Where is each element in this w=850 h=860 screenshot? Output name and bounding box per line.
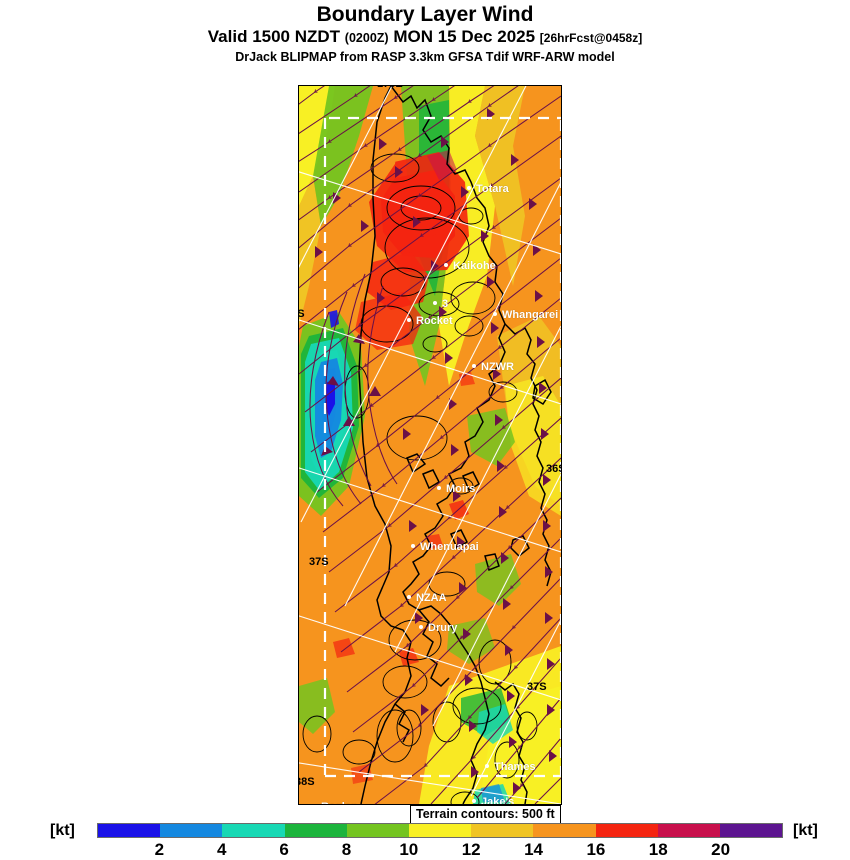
station-marker[interactable] bbox=[433, 301, 437, 305]
colorbar-swatch-3 bbox=[284, 824, 347, 837]
colorbar-swatch-9 bbox=[657, 824, 720, 837]
station-marker[interactable] bbox=[444, 263, 448, 267]
colorbar-tick-18: 18 bbox=[648, 840, 668, 859]
station-marker[interactable] bbox=[467, 186, 471, 190]
colorbar-swatches[interactable] bbox=[97, 823, 783, 838]
colorbar-tick-14: 14 bbox=[524, 840, 543, 859]
station-marker[interactable] bbox=[411, 544, 415, 548]
colorbar-tick-4: 4 bbox=[216, 840, 227, 859]
page-title: Boundary Layer Wind bbox=[316, 3, 534, 26]
page-header: Boundary Layer Wind Valid 1500 NZDT (020… bbox=[0, 0, 850, 65]
station-marker[interactable] bbox=[485, 764, 489, 768]
wind-field-plot bbox=[299, 86, 561, 804]
colorbar-unit-right: [kt] bbox=[793, 822, 818, 839]
colorbar-swatch-4 bbox=[346, 824, 409, 837]
station-marker[interactable] bbox=[419, 625, 423, 629]
model-description: DrJack BLIPMAP from RASP 3.3km GFSA Tdif… bbox=[235, 50, 615, 64]
valid-utc: (0200Z) bbox=[344, 31, 389, 45]
station-marker[interactable] bbox=[312, 804, 316, 805]
colorbar-swatch-1 bbox=[160, 824, 223, 837]
station-marker[interactable] bbox=[407, 595, 411, 599]
station-marker[interactable] bbox=[472, 799, 476, 803]
colorbar-swatch-2 bbox=[222, 824, 285, 837]
colorbar-tick-8: 8 bbox=[341, 840, 352, 859]
colorbar-tick-16: 16 bbox=[586, 840, 606, 859]
colorbar-tick-6: 6 bbox=[279, 840, 289, 859]
colorbar-swatch-0 bbox=[98, 824, 161, 837]
colorbar-swatch-8 bbox=[595, 824, 658, 837]
valid-prefix: Valid 1500 NZDT bbox=[207, 27, 341, 46]
station-marker[interactable] bbox=[407, 318, 411, 322]
colorbar-swatch-10 bbox=[719, 824, 783, 837]
station-marker[interactable] bbox=[472, 364, 476, 368]
graticule-label: 38S bbox=[299, 776, 315, 788]
colorbar-swatch-5 bbox=[408, 824, 472, 837]
station-marker[interactable] bbox=[437, 486, 441, 490]
station-marker[interactable] bbox=[493, 312, 497, 316]
wind-map[interactable]: Totara Kaikohe 3 Rocket Whangarei NZWR Moirs Wh… bbox=[298, 85, 562, 805]
colorbar-swatch-6 bbox=[471, 824, 534, 837]
colorbar-tick-10: 10 bbox=[399, 840, 419, 859]
colorbar-swatch-7 bbox=[533, 824, 596, 837]
colorbar-tick-20: 20 bbox=[711, 840, 731, 859]
colorbar-tick-2: 2 bbox=[154, 840, 165, 859]
valid-date: MON 15 Dec 2025 bbox=[393, 27, 536, 46]
graticule-label: 36S bbox=[299, 308, 305, 320]
graticule-label: 37S bbox=[527, 681, 547, 693]
graticule-label: 37S bbox=[309, 556, 329, 568]
graticule-label: 173E bbox=[377, 86, 403, 90]
colorbar-unit-left: [kt] bbox=[50, 822, 75, 839]
colorbar-tick-12: 12 bbox=[461, 840, 481, 859]
valid-time-line: Valid 1500 NZDT (0200Z) MON 15 Dec 2025 … bbox=[0, 26, 850, 49]
forecast-tag: [26hrFcst@0458z] bbox=[539, 31, 643, 45]
graticule-label: 36S bbox=[546, 463, 561, 475]
wind-speed-colorbar: [kt] [kt] 2 4 6 8 10 12 14 16 18 20 bbox=[0, 820, 850, 860]
